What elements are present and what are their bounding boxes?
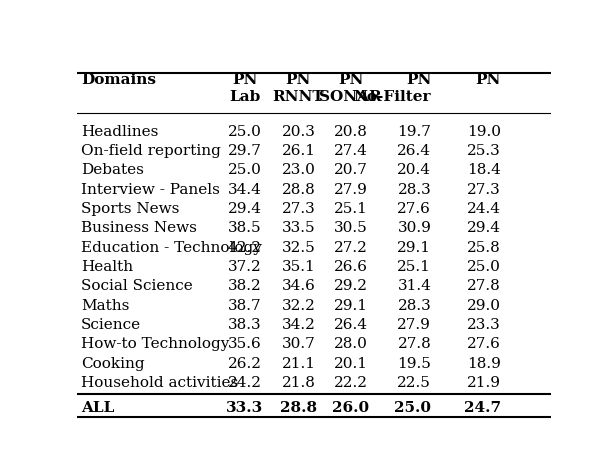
Text: 27.3: 27.3 xyxy=(467,183,501,197)
Text: 27.6: 27.6 xyxy=(467,337,501,352)
Text: PN
No-Filter: PN No-Filter xyxy=(354,73,431,104)
Text: 27.6: 27.6 xyxy=(397,202,431,216)
Text: 29.2: 29.2 xyxy=(334,279,368,294)
Text: 23.3: 23.3 xyxy=(467,318,501,332)
Text: 33.3: 33.3 xyxy=(226,401,264,415)
Text: 21.8: 21.8 xyxy=(282,376,315,390)
Text: Household activities: Household activities xyxy=(81,376,239,390)
Text: 27.4: 27.4 xyxy=(334,144,368,158)
Text: 20.7: 20.7 xyxy=(334,163,368,177)
Text: 24.2: 24.2 xyxy=(228,376,262,390)
Text: Sports News: Sports News xyxy=(81,202,179,216)
Text: Debates: Debates xyxy=(81,163,144,177)
Text: 26.2: 26.2 xyxy=(228,357,262,371)
Text: PN: PN xyxy=(476,73,501,87)
Text: 31.4: 31.4 xyxy=(397,279,431,294)
Text: 26.0: 26.0 xyxy=(332,401,369,415)
Text: 27.9: 27.9 xyxy=(334,183,368,197)
Text: 25.0: 25.0 xyxy=(228,125,262,139)
Text: Interview - Panels: Interview - Panels xyxy=(81,183,220,197)
Text: 32.2: 32.2 xyxy=(282,299,315,313)
Text: Education - Technology: Education - Technology xyxy=(81,241,262,255)
Text: 19.5: 19.5 xyxy=(397,357,431,371)
Text: Headlines: Headlines xyxy=(81,125,159,139)
Text: 19.7: 19.7 xyxy=(397,125,431,139)
Text: 25.1: 25.1 xyxy=(397,260,431,274)
Text: 27.2: 27.2 xyxy=(334,241,368,255)
Text: 26.4: 26.4 xyxy=(397,144,431,158)
Text: 18.4: 18.4 xyxy=(467,163,501,177)
Text: 19.0: 19.0 xyxy=(467,125,501,139)
Text: 34.2: 34.2 xyxy=(282,318,315,332)
Text: 18.9: 18.9 xyxy=(467,357,501,371)
Text: 29.0: 29.0 xyxy=(467,299,501,313)
Text: 28.8: 28.8 xyxy=(282,183,315,197)
Text: Cooking: Cooking xyxy=(81,357,145,371)
Text: 21.9: 21.9 xyxy=(467,376,501,390)
Text: 29.1: 29.1 xyxy=(397,241,431,255)
Text: 27.3: 27.3 xyxy=(282,202,315,216)
Text: 29.4: 29.4 xyxy=(228,202,262,216)
Text: 24.7: 24.7 xyxy=(464,401,501,415)
Text: 34.6: 34.6 xyxy=(282,279,315,294)
Text: 25.0: 25.0 xyxy=(394,401,431,415)
Text: 23.0: 23.0 xyxy=(282,163,315,177)
Text: 25.1: 25.1 xyxy=(334,202,368,216)
Text: 35.6: 35.6 xyxy=(228,337,262,352)
Text: 28.0: 28.0 xyxy=(334,337,368,352)
Text: Domains: Domains xyxy=(81,73,156,87)
Text: 27.8: 27.8 xyxy=(398,337,431,352)
Text: 26.1: 26.1 xyxy=(282,144,315,158)
Text: 26.6: 26.6 xyxy=(334,260,368,274)
Text: 29.4: 29.4 xyxy=(467,221,501,236)
Text: 38.3: 38.3 xyxy=(228,318,262,332)
Text: 30.7: 30.7 xyxy=(282,337,315,352)
Text: Social Science: Social Science xyxy=(81,279,193,294)
Text: 28.8: 28.8 xyxy=(280,401,317,415)
Text: 35.1: 35.1 xyxy=(282,260,315,274)
Text: 20.1: 20.1 xyxy=(334,357,368,371)
Text: PN
RNNT: PN RNNT xyxy=(273,73,324,104)
Text: 22.2: 22.2 xyxy=(334,376,368,390)
Text: 25.0: 25.0 xyxy=(467,260,501,274)
Text: 30.5: 30.5 xyxy=(334,221,368,236)
Text: 25.0: 25.0 xyxy=(228,163,262,177)
Text: 25.8: 25.8 xyxy=(467,241,501,255)
Text: Business News: Business News xyxy=(81,221,197,236)
Text: 38.2: 38.2 xyxy=(228,279,262,294)
Text: 29.1: 29.1 xyxy=(334,299,368,313)
Text: 22.5: 22.5 xyxy=(397,376,431,390)
Text: 32.5: 32.5 xyxy=(282,241,315,255)
Text: 37.2: 37.2 xyxy=(228,260,262,274)
Text: 29.7: 29.7 xyxy=(228,144,262,158)
Text: 34.4: 34.4 xyxy=(228,183,262,197)
Text: Science: Science xyxy=(81,318,141,332)
Text: 25.3: 25.3 xyxy=(467,144,501,158)
Text: 20.3: 20.3 xyxy=(282,125,315,139)
Text: 27.9: 27.9 xyxy=(397,318,431,332)
Text: 20.8: 20.8 xyxy=(334,125,368,139)
Text: Maths: Maths xyxy=(81,299,130,313)
Text: 42.2: 42.2 xyxy=(228,241,262,255)
Text: PN
Lab: PN Lab xyxy=(230,73,261,104)
Text: 27.8: 27.8 xyxy=(467,279,501,294)
Text: ALL: ALL xyxy=(81,401,114,415)
Text: 26.4: 26.4 xyxy=(334,318,368,332)
Text: 28.3: 28.3 xyxy=(398,183,431,197)
Text: How-to Technology: How-to Technology xyxy=(81,337,230,352)
Text: 20.4: 20.4 xyxy=(397,163,431,177)
Text: 38.7: 38.7 xyxy=(228,299,262,313)
Text: 38.5: 38.5 xyxy=(228,221,262,236)
Text: Health: Health xyxy=(81,260,133,274)
Text: 30.9: 30.9 xyxy=(397,221,431,236)
Text: PN
SONAR: PN SONAR xyxy=(319,73,382,104)
Text: 21.1: 21.1 xyxy=(282,357,315,371)
Text: 24.4: 24.4 xyxy=(467,202,501,216)
Text: 28.3: 28.3 xyxy=(398,299,431,313)
Text: On-field reporting: On-field reporting xyxy=(81,144,221,158)
Text: 33.5: 33.5 xyxy=(282,221,315,236)
